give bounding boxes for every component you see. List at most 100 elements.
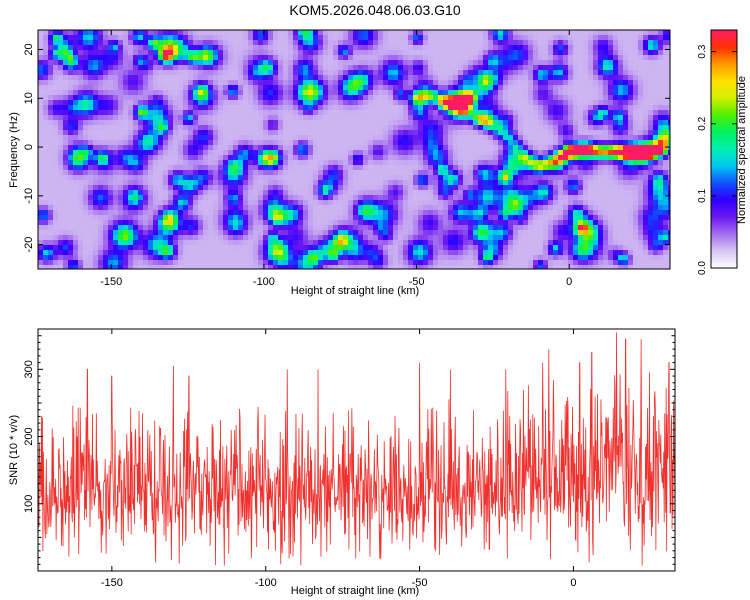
spectrogram-cell — [388, 85, 394, 91]
spectrogram-cell — [458, 125, 464, 131]
spectrogram-cell — [168, 160, 174, 166]
spectrogram-cell — [198, 165, 204, 171]
spectrogram-cell — [288, 145, 294, 151]
spectrogram-cell — [528, 145, 534, 151]
spectrogram-cell — [323, 215, 329, 221]
spectrogram-cell — [488, 135, 494, 141]
spectrogram-cell — [123, 85, 129, 91]
spectrogram-cell — [628, 150, 634, 156]
spectrogram-cell — [558, 70, 564, 76]
spectrogram-cell — [218, 100, 224, 106]
spectrogram-cell — [298, 220, 304, 226]
spectrogram-cell — [498, 205, 504, 211]
spectrogram-cell — [213, 185, 219, 191]
spectrogram-cell — [288, 95, 294, 101]
spectrogram-cell — [88, 145, 94, 151]
spectrogram-cell — [193, 170, 199, 176]
spectrogram-cell — [508, 40, 514, 46]
spectrogram-cell — [558, 65, 564, 71]
spectrogram-cell — [163, 55, 169, 61]
spectrogram-cell — [263, 200, 269, 206]
spectrogram-cell — [428, 50, 434, 56]
spectrogram-cell — [408, 200, 414, 206]
spectrogram-cell — [578, 140, 584, 146]
spectrogram-cell — [368, 115, 374, 121]
spectrogram-cell — [333, 65, 339, 71]
spectrogram-cell — [298, 40, 304, 46]
spectrogram-cell — [308, 95, 314, 101]
spectrogram-cell — [58, 65, 64, 71]
spectrogram-cell — [558, 85, 564, 91]
spectrogram-cell — [83, 200, 89, 206]
spectrogram-cell — [268, 160, 274, 166]
spectrogram-cell — [198, 90, 204, 96]
spectrogram-cell — [248, 185, 254, 191]
spectrogram-cell — [163, 175, 169, 181]
spectrogram-cell — [298, 170, 304, 176]
spectrogram-cell — [73, 100, 79, 106]
spectrogram-cell — [363, 220, 369, 226]
spectrogram-cell — [193, 165, 199, 171]
spectrogram-cell — [663, 30, 669, 36]
spectrogram-cell — [533, 30, 539, 36]
spectrogram-cell — [538, 220, 544, 226]
spectrogram-cell — [168, 170, 174, 176]
spectrogram-cell — [503, 50, 509, 56]
spectrogram-cell — [538, 170, 544, 176]
spectrogram-cell — [473, 40, 479, 46]
spectrogram-cell — [243, 30, 249, 36]
spectrogram-cell — [668, 130, 670, 136]
spectrogram-cell — [183, 120, 189, 126]
spectrogram-cell — [228, 175, 234, 181]
spectrogram-cell — [138, 105, 144, 111]
spectrogram-cell — [183, 95, 189, 101]
spectrogram-cell — [318, 175, 324, 181]
spectrogram-cell — [93, 130, 99, 136]
spectrogram-cell — [613, 80, 619, 86]
spectrogram-cell — [523, 180, 529, 186]
spectrogram-cell — [118, 45, 124, 51]
spectrogram-cell — [458, 85, 464, 91]
spectrogram-cell — [603, 185, 609, 191]
spectrogram-cell — [533, 35, 539, 41]
spectrogram-cell — [338, 55, 344, 61]
spectrogram-cell — [458, 170, 464, 176]
spectrogram-cell — [583, 75, 589, 81]
spectrogram-cell — [368, 215, 374, 221]
spectrogram-cell — [383, 135, 389, 141]
spectrogram-cell — [183, 185, 189, 191]
spectrogram-cell — [228, 100, 234, 106]
spectrogram-cell — [293, 85, 299, 91]
spectrogram-cell — [543, 125, 549, 131]
spectrogram-cell — [633, 110, 639, 116]
spectrogram-cell — [628, 210, 634, 216]
spectrogram-cell — [138, 220, 144, 226]
spectrogram-cell — [263, 170, 269, 176]
spectrogram-cell — [153, 30, 159, 36]
spectrogram-cell — [473, 140, 479, 146]
spectrogram-cell — [288, 200, 294, 206]
spectrogram-cell — [603, 100, 609, 106]
spectrogram-cell — [578, 190, 584, 196]
spectrogram-cell — [118, 200, 124, 206]
spectrogram-cell — [128, 95, 134, 101]
spectrogram-cell — [473, 65, 479, 71]
spectrogram-cell — [313, 35, 319, 41]
spectrogram-cell — [98, 150, 104, 156]
spectrogram-cell — [643, 215, 649, 221]
spectrogram-cell — [503, 100, 509, 106]
spectrogram-cell — [68, 50, 74, 56]
spectrogram-cell — [188, 110, 194, 116]
spectrogram-cell — [73, 155, 79, 161]
spectrogram-cell — [288, 75, 294, 81]
spectrogram-cell — [523, 50, 529, 56]
spectrogram-cell — [458, 95, 464, 101]
spectrogram-cell — [318, 75, 324, 81]
spectrogram-cell — [308, 180, 314, 186]
spectrogram-cell — [603, 70, 609, 76]
spectrogram-cell — [323, 185, 329, 191]
spectrogram-cell — [203, 170, 209, 176]
spectrogram-cell — [378, 185, 384, 191]
spectrogram-cell — [398, 75, 404, 81]
spectrogram-cell — [418, 130, 424, 136]
